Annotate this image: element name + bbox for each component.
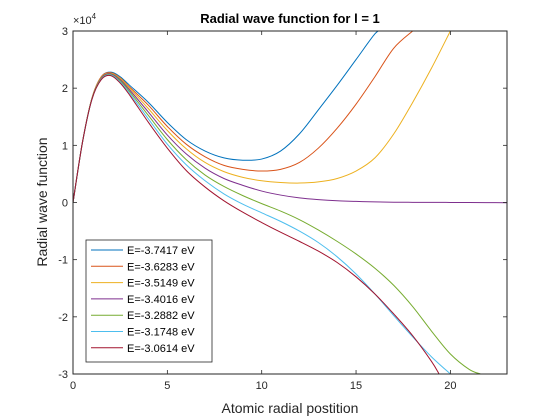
x-axis-label: Atomic radial postition [222, 400, 359, 416]
y-tick-label: -3 [58, 369, 68, 381]
legend-label-5: E=-3.2882 eV [127, 310, 195, 322]
y-exponent-label: ×104 [73, 12, 97, 27]
legend-label-4: E=-3.4016 eV [127, 294, 195, 306]
y-exponent-base: ×10 [73, 15, 92, 27]
legend-label-7: E=-3.0614 eV [127, 343, 195, 355]
y-tick-label: 1 [62, 140, 68, 152]
x-tick-label: 20 [444, 380, 456, 392]
x-tick-label: 0 [70, 380, 76, 392]
series-line-2 [73, 31, 413, 203]
legend-box [85, 239, 213, 363]
series-line-7 [73, 74, 440, 374]
y-exponent-power: 4 [92, 12, 97, 21]
legend: E=-3.7417 eV E=-3.6283 eV E=-3.5149 eV E=-3… [85, 239, 213, 363]
y-axis-label: Radial wave function [34, 137, 50, 266]
x-tick-label: 5 [164, 380, 170, 392]
axis-ticks: 0 5 10 15 20 -3 -2 -1 0 1 2 3 [58, 26, 507, 392]
chart-title: Radial wave function for l = 1 [200, 11, 380, 26]
legend-label-3: E=-3.5149 eV [127, 278, 195, 290]
legend-label-1: E=-3.7417 eV [127, 245, 195, 257]
y-tick-label: -1 [58, 255, 68, 267]
plot-curves [73, 31, 507, 374]
y-tick-label: 0 [62, 198, 68, 210]
x-tick-label: 15 [350, 380, 362, 392]
legend-label-2: E=-3.6283 eV [127, 261, 195, 273]
series-line-3 [73, 31, 451, 203]
x-tick-label: 10 [256, 380, 268, 392]
y-tick-label: 2 [62, 83, 68, 95]
series-line-5 [73, 73, 481, 374]
y-tick-label: 3 [62, 26, 68, 38]
y-tick-label: -2 [58, 312, 68, 324]
series-line-4 [73, 73, 507, 204]
legend-label-6: E=-3.1748 eV [127, 327, 195, 339]
